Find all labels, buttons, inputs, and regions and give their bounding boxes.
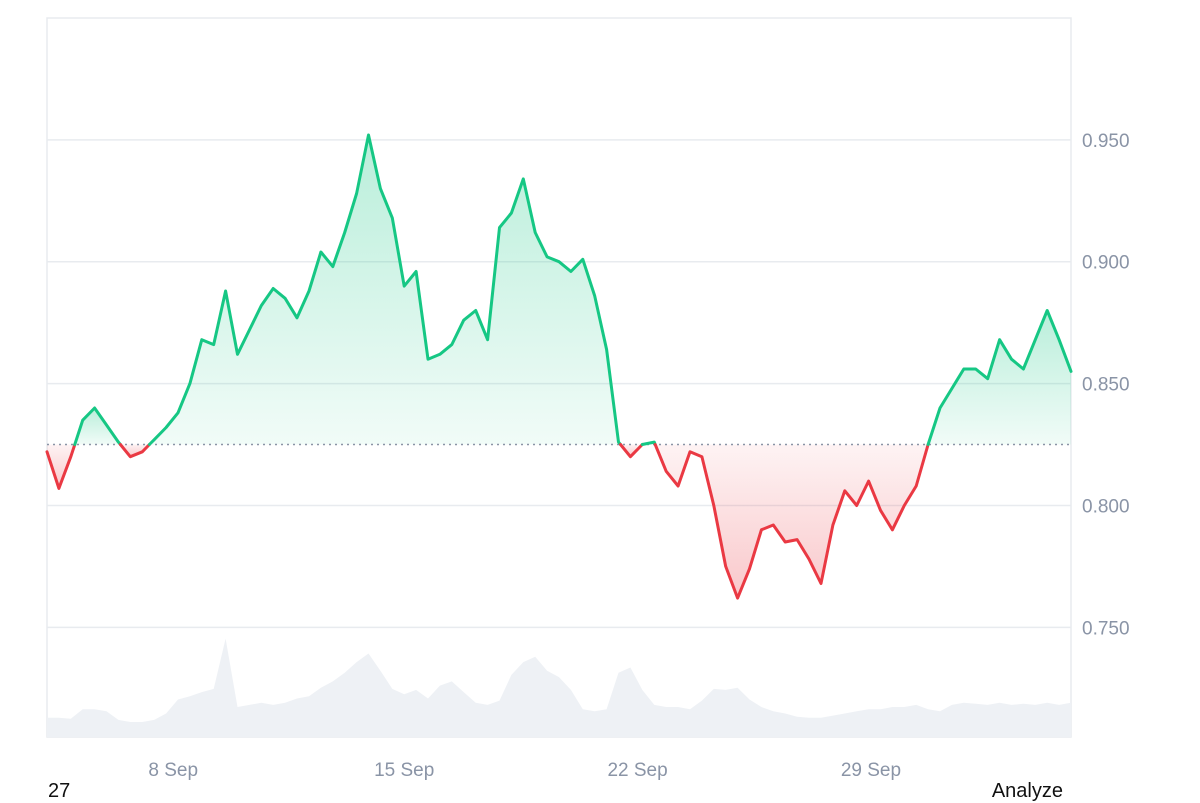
down-fill-0 (47, 444, 75, 489)
y-tick-0: 0.950 (1082, 131, 1130, 152)
y-tick-3: 0.800 (1082, 496, 1130, 517)
down-fill-4 (620, 444, 643, 457)
x-tick-1: 15 Sep (374, 760, 434, 781)
x-tick-2: 22 Sep (607, 760, 667, 781)
y-tick-1: 0.900 (1082, 253, 1130, 274)
volume-area (47, 638, 1071, 737)
y-tick-2: 0.850 (1082, 375, 1130, 396)
down-fill-2 (120, 444, 150, 457)
down-fill-6 (655, 444, 929, 599)
down-line-4 (619, 443, 644, 459)
volume-shape (47, 638, 1071, 737)
up-line-7 (926, 309, 1073, 446)
up-line-3 (147, 133, 622, 446)
price-lines (45, 133, 1073, 600)
down-line-6 (653, 443, 930, 600)
x-tick-0: 8 Sep (148, 760, 198, 781)
down-line-0 (45, 443, 77, 490)
x-tick-labels: 8 Sep 15 Sep 22 Sep 29 Sep (148, 760, 901, 781)
up-line-1 (73, 406, 122, 446)
analyze-link[interactable]: Analyze (991, 780, 1063, 802)
y-tick-labels: 0.950 0.900 0.850 0.800 0.750 (1082, 131, 1130, 639)
footer-left-text: 27 (48, 780, 71, 802)
up-fill-3 (149, 135, 621, 445)
up-fill-7 (928, 310, 1071, 445)
x-tick-3: 29 Sep (841, 760, 901, 781)
y-tick-4: 0.750 (1082, 618, 1130, 639)
price-fills (47, 135, 1071, 599)
down-line-2 (118, 443, 151, 459)
